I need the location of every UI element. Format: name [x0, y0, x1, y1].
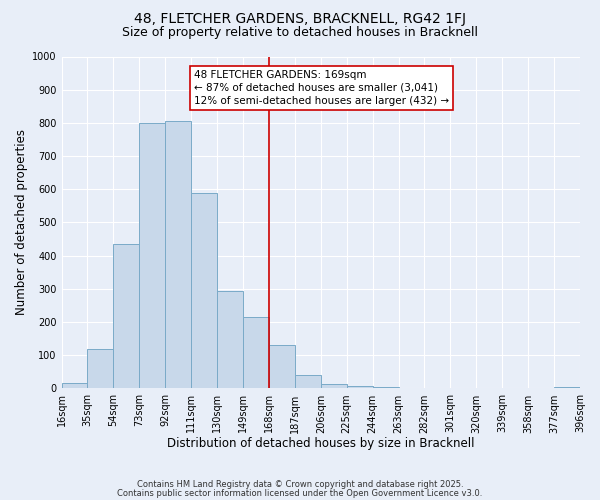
Y-axis label: Number of detached properties: Number of detached properties	[15, 130, 28, 316]
Bar	[554, 387, 580, 388]
Bar	[88, 348, 113, 389]
Text: 48, FLETCHER GARDENS, BRACKNELL, RG42 1FJ: 48, FLETCHER GARDENS, BRACKNELL, RG42 1F…	[134, 12, 466, 26]
Bar	[113, 244, 139, 388]
Text: 48 FLETCHER GARDENS: 169sqm
← 87% of detached houses are smaller (3,041)
12% of : 48 FLETCHER GARDENS: 169sqm ← 87% of det…	[194, 70, 449, 106]
Bar	[191, 192, 217, 388]
Bar	[373, 387, 398, 388]
Text: Size of property relative to detached houses in Bracknell: Size of property relative to detached ho…	[122, 26, 478, 39]
Bar	[347, 386, 373, 388]
Text: Contains HM Land Registry data © Crown copyright and database right 2025.: Contains HM Land Registry data © Crown c…	[137, 480, 463, 489]
Text: Contains public sector information licensed under the Open Government Licence v3: Contains public sector information licen…	[118, 488, 482, 498]
Bar	[217, 290, 243, 388]
Bar	[295, 375, 321, 388]
Bar	[321, 384, 347, 388]
Bar	[269, 346, 295, 389]
X-axis label: Distribution of detached houses by size in Bracknell: Distribution of detached houses by size …	[167, 437, 475, 450]
Bar	[165, 121, 191, 388]
Bar	[243, 317, 269, 388]
Bar	[139, 123, 165, 388]
Bar	[62, 384, 88, 388]
